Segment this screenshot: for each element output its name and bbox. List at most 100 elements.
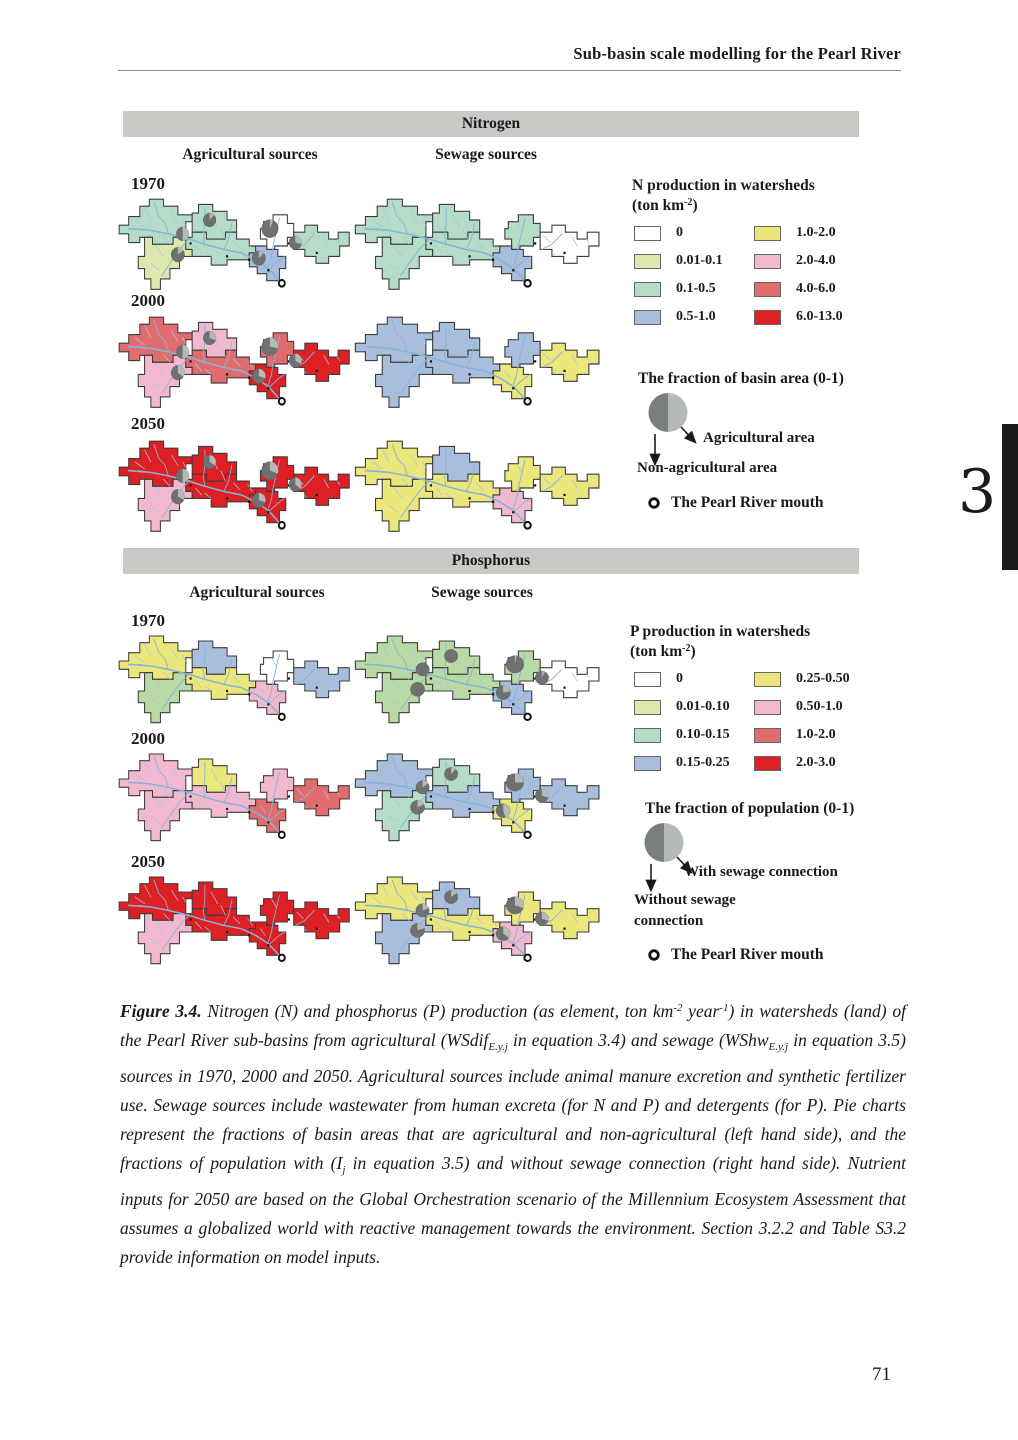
phosphorus-legend-label: 0.50-1.0 — [796, 699, 843, 714]
p-fraction-down-label-2: connection — [634, 913, 704, 929]
p-legend-title: P production in watersheds (ton km-2) — [630, 622, 810, 662]
phosphorus-legend-swatch — [754, 672, 781, 687]
map-nitrogen-sewage-2050 — [354, 440, 600, 532]
nitrogen-legend-label: 0 — [676, 225, 683, 240]
nitrogen-legend-swatch — [634, 226, 661, 241]
pie-light-half — [668, 393, 688, 432]
caption-segment: E.y.j — [768, 1041, 789, 1053]
section-bar-phosphorus: Phosphorus — [123, 548, 859, 574]
caption-segment: -1 — [719, 1002, 729, 1014]
n-legend-unit-sup: -2 — [684, 197, 693, 209]
map-nitrogen-agricultural-2050 — [118, 440, 350, 532]
caption-segment: ) in watersheds (land) of the Pearl Rive… — [120, 1001, 906, 1050]
phosphorus-legend-label: 2.0-3.0 — [796, 755, 836, 770]
p-mouth-label: The Pearl River mouth — [671, 946, 824, 963]
phosphorus-year-label-2000: 2000 — [131, 729, 165, 748]
chapter-number: 3 — [958, 457, 997, 527]
phosphorus-year-label-1970: 1970 — [131, 611, 165, 630]
caption-segment: E.y.j — [488, 1041, 508, 1053]
section-bar-nitrogen: Nitrogen — [123, 111, 859, 137]
p-legend-title-text: P production in watersheds — [630, 623, 811, 640]
phosphorus-legend-label: 0.25-0.50 — [796, 671, 850, 686]
nitrogen-legend-swatch — [754, 310, 781, 325]
phosphorus-legend-label: 0.01-0.10 — [676, 699, 730, 714]
p-fraction-title: The fraction of population (0-1) — [645, 800, 855, 817]
phosphorus-legend-swatch — [754, 700, 781, 715]
nitrogen-year-label-1970: 1970 — [131, 174, 165, 193]
nitrogen-legend-swatch — [634, 282, 661, 297]
nitrogen-legend-label: 1.0-2.0 — [796, 225, 836, 240]
p-fraction-down-label-1: Without sewage — [634, 892, 736, 908]
map-phosphorus-agricultural-2000 — [118, 753, 350, 842]
nitrogen-year-label-2000: 2000 — [131, 291, 165, 310]
nitrogen-col-label-sewage: Sewage sources — [435, 146, 537, 163]
n-legend-unit-post: ) — [692, 197, 698, 215]
map-phosphorus-sewage-2050 — [354, 876, 600, 965]
phosphorus-legend-swatch — [754, 728, 781, 743]
map-phosphorus-agricultural-1970 — [118, 635, 350, 724]
p-legend-swatches: 0 0.01-0.10 0.10-0.15 0.15-0.25 0.25-0.50 0.5… — [632, 671, 902, 792]
n-fraction-right-label: Agricultural area — [703, 430, 815, 446]
n-legend-unit-pre: (ton km — [632, 197, 685, 215]
nitrogen-legend-swatch — [754, 282, 781, 297]
map-nitrogen-agricultural-1970 — [118, 198, 350, 290]
caption-segment: -2 — [673, 1002, 683, 1014]
n-fraction-down-label: Non-agricultural area — [637, 460, 778, 476]
map-phosphorus-agricultural-2050 — [118, 876, 350, 965]
p-fraction-pie — [638, 818, 708, 914]
nitrogen-legend-label: 0.1-0.5 — [676, 281, 716, 296]
caption-segment: in equation 3.5) sources in 1970, 2000 a… — [120, 1030, 907, 1173]
nitrogen-legend-label: 0.5-1.0 — [676, 309, 716, 324]
caption-segment: in equation 3.5) and without sewage conn… — [120, 1153, 906, 1267]
map-phosphorus-sewage-2000 — [354, 753, 600, 842]
nitrogen-year-label-2050: 2050 — [131, 414, 165, 433]
caption-segment: j — [342, 1164, 346, 1176]
map-phosphorus-sewage-1970 — [354, 635, 600, 724]
page-number: 71 — [872, 1364, 891, 1385]
phosphorus-legend-swatch — [754, 756, 781, 771]
phosphorus-legend-swatch — [634, 728, 661, 743]
n-mouth-icon — [647, 496, 661, 510]
phosphorus-legend-label: 0.15-0.25 — [676, 755, 730, 770]
map-nitrogen-sewage-1970 — [354, 198, 600, 290]
nitrogen-legend-swatch — [634, 254, 661, 269]
chapter-tab-bar — [1002, 424, 1018, 570]
p-mouth-icon — [647, 948, 661, 962]
pie-dark-half — [648, 393, 668, 432]
nitrogen-legend-label: 4.0-6.0 — [796, 281, 836, 296]
p-fraction-right-label: With sewage connection — [684, 864, 838, 880]
nitrogen-legend-label: 6.0-13.0 — [796, 309, 843, 324]
pie-light-half — [664, 823, 684, 862]
map-nitrogen-agricultural-2000 — [118, 316, 350, 408]
n-fraction-title: The fraction of basin area (0-1) — [638, 370, 844, 387]
running-header: Sub-basin scale modelling for the Pearl … — [573, 44, 901, 63]
phosphorus-legend-label: 1.0-2.0 — [796, 727, 836, 742]
pie-dark-half — [644, 823, 664, 862]
n-fraction-pie — [642, 388, 712, 484]
phosphorus-year-label-2050: 2050 — [131, 852, 165, 871]
n-legend-swatches: 0 0.01-0.1 0.1-0.5 0.5-1.0 1.0-2.0 2.0-4.0 4.0… — [632, 225, 902, 346]
nitrogen-legend-label: 0.01-0.1 — [676, 253, 723, 268]
phosphorus-legend-label: 0.10-0.15 — [676, 727, 730, 742]
n-mouth-label: The Pearl River mouth — [671, 494, 824, 511]
arrow-diagonal — [676, 856, 693, 874]
caption-segment: in equation 3.4) and sewage (WShw — [507, 1030, 769, 1050]
phosphorus-legend-swatch — [634, 756, 661, 771]
p-legend-unit-pre: (ton km — [630, 643, 683, 661]
figure-caption: Figure 3.4. Nitrogen (N) and phosphorus … — [120, 994, 906, 1272]
n-legend-title: N production in watersheds (ton km-2) — [632, 176, 815, 216]
p-legend-unit-sup: -2 — [682, 643, 691, 655]
n-legend-title-text: N production in watersheds — [632, 177, 815, 194]
p-legend-unit-post: ) — [690, 643, 696, 661]
nitrogen-legend-swatch — [634, 310, 661, 325]
caption-segment: Nitrogen (N) and phosphorus (P) producti… — [201, 1001, 674, 1021]
phosphorus-col-label-sewage: Sewage sources — [431, 584, 533, 601]
nitrogen-legend-swatch — [754, 226, 781, 241]
header-rule — [118, 70, 901, 71]
phosphorus-col-label-agricultural: Agricultural sources — [189, 584, 325, 601]
nitrogen-legend-label: 2.0-4.0 — [796, 253, 836, 268]
arrow-diagonal — [680, 426, 697, 444]
caption-segment: year — [682, 1001, 720, 1021]
phosphorus-legend-swatch — [634, 700, 661, 715]
